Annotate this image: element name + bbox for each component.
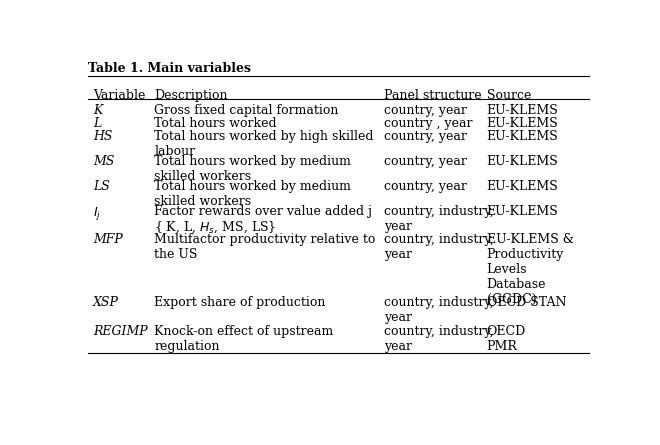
- Text: OECD STAN: OECD STAN: [486, 296, 566, 309]
- Text: EU-KLEMS: EU-KLEMS: [486, 104, 558, 117]
- Text: Multifactor productivity relative to
the US: Multifactor productivity relative to the…: [154, 233, 376, 261]
- Text: EU-KLEMS &
Productivity
Levels
Database
(GGDC): EU-KLEMS & Productivity Levels Database …: [486, 233, 574, 306]
- Text: country, industry,
year: country, industry, year: [384, 325, 494, 353]
- Text: LS: LS: [92, 180, 110, 193]
- Text: EU-KLEMS: EU-KLEMS: [486, 130, 558, 143]
- Text: OECD
PMR: OECD PMR: [486, 325, 526, 353]
- Text: country, year: country, year: [384, 130, 467, 143]
- Text: Description: Description: [154, 89, 228, 102]
- Text: L: L: [92, 117, 101, 130]
- Text: EU-KLEMS: EU-KLEMS: [486, 155, 558, 168]
- Text: country, industry,
year: country, industry, year: [384, 205, 494, 232]
- Text: country, industry,
year: country, industry, year: [384, 233, 494, 261]
- Text: $\mathit{I}_j$: $\mathit{I}_j$: [92, 205, 101, 222]
- Text: Panel structure: Panel structure: [384, 89, 482, 102]
- Text: MS: MS: [92, 155, 114, 168]
- Text: XSP: XSP: [92, 296, 119, 309]
- Text: K: K: [92, 104, 102, 117]
- Text: country, year: country, year: [384, 155, 467, 168]
- Text: Export share of production: Export share of production: [154, 296, 325, 309]
- Text: Gross fixed capital formation: Gross fixed capital formation: [154, 104, 339, 117]
- Text: Total hours worked by medium
skilled workers: Total hours worked by medium skilled wor…: [154, 155, 351, 183]
- Text: EU-KLEMS: EU-KLEMS: [486, 205, 558, 218]
- Text: Total hours worked by high skilled
labour: Total hours worked by high skilled labou…: [154, 130, 374, 158]
- Text: country, industry,
year: country, industry, year: [384, 296, 494, 324]
- Text: Knock-on effect of upstream
regulation: Knock-on effect of upstream regulation: [154, 325, 333, 353]
- Text: Source: Source: [486, 89, 531, 102]
- Text: MFP: MFP: [92, 233, 123, 246]
- Text: Variable: Variable: [92, 89, 145, 102]
- Text: country , year: country , year: [384, 117, 473, 130]
- Text: EU-KLEMS: EU-KLEMS: [486, 117, 558, 130]
- Text: Table 1. Main variables: Table 1. Main variables: [88, 62, 251, 75]
- Text: EU-KLEMS: EU-KLEMS: [486, 180, 558, 193]
- Text: country, year: country, year: [384, 104, 467, 117]
- Text: country, year: country, year: [384, 180, 467, 193]
- Text: Factor rewards over value added j
{ K, L, $H_s$, MS, LS}: Factor rewards over value added j { K, L…: [154, 205, 372, 235]
- Text: REGIMP: REGIMP: [92, 325, 147, 338]
- Text: Total hours worked: Total hours worked: [154, 117, 277, 130]
- Text: Total hours worked by medium
skilled workers: Total hours worked by medium skilled wor…: [154, 180, 351, 208]
- Text: HS: HS: [92, 130, 112, 143]
